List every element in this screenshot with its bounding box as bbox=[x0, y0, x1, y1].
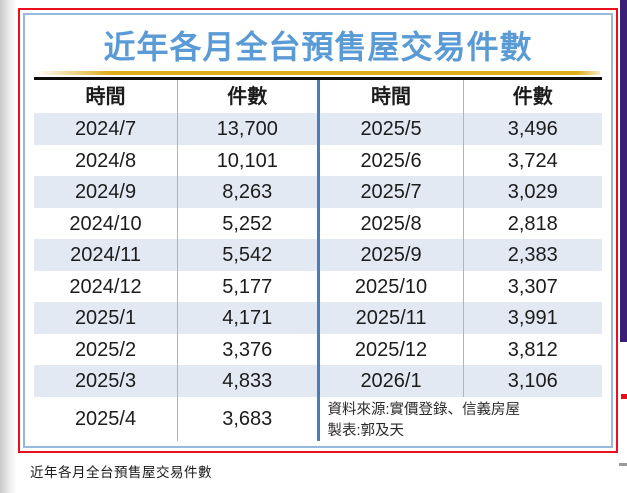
data-table: 時間 件數 2024/7 13,700 2024/8 10,101 2024/9… bbox=[34, 77, 602, 441]
table-row: 2025/2 3,376 bbox=[34, 333, 317, 365]
header-time: 時間 bbox=[34, 80, 179, 113]
time-cell: 2025/5 bbox=[320, 113, 464, 145]
table-row: 2024/12 5,177 bbox=[34, 270, 317, 302]
article-image-caption: 近年各月全台預售屋交易件數 bbox=[30, 465, 212, 480]
time-cell: 2025/9 bbox=[320, 239, 464, 271]
count-cell: 4,833 bbox=[222, 370, 273, 393]
table-row: 2025/7 3,029 bbox=[319, 176, 602, 208]
time-cell: 2026/1 bbox=[320, 365, 464, 397]
count-cell: 3,812 bbox=[507, 338, 558, 361]
infographic-title: 近年各月全台預售屋交易件數 bbox=[103, 29, 533, 65]
table-row: 2025/3 4,833 bbox=[34, 365, 317, 397]
adjacent-purple-strip bbox=[620, 0, 627, 342]
time-cell: 2025/2 bbox=[34, 333, 179, 365]
time-cell: 2024/10 bbox=[34, 207, 179, 239]
infographic-card: 近年各月全台預售屋交易件數 時間 件數 2024/7 13,700 2024/8… bbox=[18, 8, 618, 453]
table-right-half: 時間 件數 2025/5 3,496 2025/6 3,724 2025/7 3… bbox=[319, 80, 603, 441]
header-count: 件數 bbox=[512, 86, 553, 108]
count-cell: 5,252 bbox=[222, 212, 273, 235]
table-left-half: 時間 件數 2024/7 13,700 2024/8 10,101 2024/9… bbox=[34, 80, 320, 441]
table-row: 2024/11 5,542 bbox=[34, 239, 317, 271]
count-cell: 3,683 bbox=[222, 408, 273, 430]
table-header-row: 時間 件數 bbox=[320, 80, 603, 113]
table-row: 2026/1 3,106 bbox=[319, 365, 602, 397]
table-row: 2024/7 13,700 bbox=[34, 113, 317, 145]
time-cell: 2025/11 bbox=[320, 302, 464, 334]
count-cell: 8,263 bbox=[222, 181, 273, 204]
table-row: 2025/12 3,812 bbox=[320, 333, 603, 365]
table-row: 2024/9 8,263 bbox=[34, 176, 317, 208]
table-row: 2025/4 3,683 bbox=[34, 396, 317, 441]
time-cell: 2025/10 bbox=[320, 270, 464, 302]
table-row: 2024/10 5,252 bbox=[34, 207, 317, 239]
page-left-shade bbox=[0, 0, 17, 493]
count-cell: 13,700 bbox=[216, 118, 278, 141]
time-cell: 2025/4 bbox=[34, 396, 179, 441]
count-cell: 3,029 bbox=[507, 181, 558, 204]
time-cell: 2024/9 bbox=[34, 176, 179, 208]
header-time: 時間 bbox=[320, 80, 464, 113]
table-row: 2025/8 2,818 bbox=[320, 207, 603, 239]
time-cell: 2025/8 bbox=[320, 207, 464, 239]
time-cell: 2025/7 bbox=[320, 176, 464, 208]
table-row: 2025/9 2,383 bbox=[319, 239, 602, 271]
time-cell: 2025/3 bbox=[34, 365, 179, 397]
adjacent-gray-fragment bbox=[619, 463, 627, 466]
count-cell: 3,724 bbox=[507, 149, 558, 172]
time-cell: 2024/11 bbox=[34, 239, 179, 271]
count-cell: 3,376 bbox=[222, 338, 273, 361]
count-cell: 3,991 bbox=[507, 307, 558, 330]
time-cell: 2025/6 bbox=[320, 144, 464, 176]
header-count: 件數 bbox=[227, 86, 268, 108]
count-cell: 3,496 bbox=[507, 118, 558, 141]
infographic-inner-frame: 近年各月全台預售屋交易件數 時間 件數 2024/7 13,700 2024/8… bbox=[23, 13, 613, 448]
table-header-row: 時間 件數 bbox=[34, 80, 317, 113]
table-row: 2025/11 3,991 bbox=[319, 302, 602, 334]
table-row: 2025/6 3,724 bbox=[320, 144, 603, 176]
time-cell: 2025/12 bbox=[320, 333, 464, 365]
time-cell: 2025/1 bbox=[34, 302, 179, 334]
table-row: 2025/10 3,307 bbox=[320, 270, 603, 302]
source-note: 資料來源:實價登錄、信義房屋 製表:郭及天 bbox=[320, 397, 603, 441]
count-cell: 2,383 bbox=[507, 244, 558, 267]
time-cell: 2024/8 bbox=[34, 144, 179, 176]
table-row: 2024/8 10,101 bbox=[34, 144, 317, 176]
gold-divider-rule bbox=[36, 71, 600, 75]
count-cell: 4,171 bbox=[222, 307, 273, 330]
source-line: 資料來源:實價登錄、信義房屋 bbox=[327, 401, 521, 418]
count-cell: 3,307 bbox=[507, 275, 558, 298]
count-cell: 10,101 bbox=[216, 149, 278, 172]
table-row: 2025/5 3,496 bbox=[319, 113, 602, 145]
count-cell: 3,106 bbox=[507, 370, 558, 393]
made-by-line: 製表:郭及天 bbox=[327, 422, 405, 439]
count-cell: 5,177 bbox=[222, 275, 273, 298]
table-row: 2025/1 4,171 bbox=[34, 302, 317, 334]
time-cell: 2024/12 bbox=[34, 270, 179, 302]
adjacent-red-fragment bbox=[621, 394, 627, 399]
count-cell: 2,818 bbox=[507, 212, 558, 235]
count-cell: 5,542 bbox=[222, 244, 273, 267]
time-cell: 2024/7 bbox=[34, 113, 179, 145]
